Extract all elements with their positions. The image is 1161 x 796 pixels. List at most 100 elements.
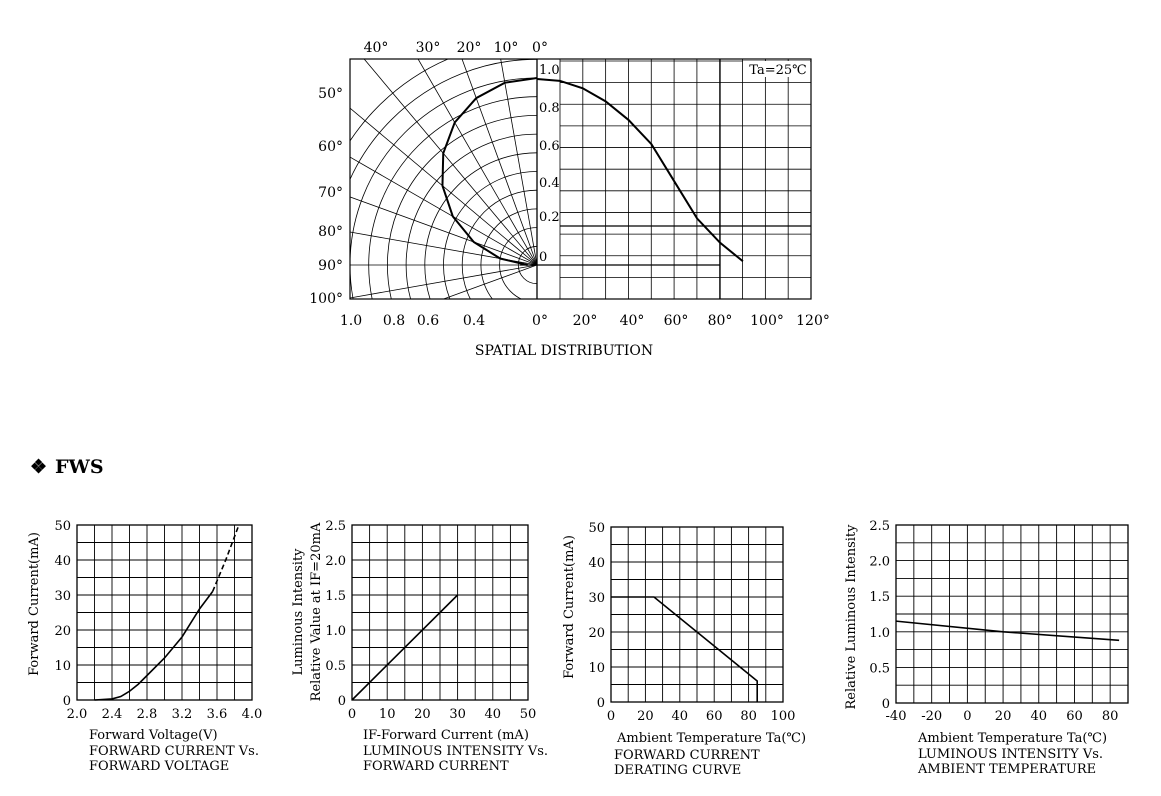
- x-tick-label: 4.0: [242, 707, 263, 722]
- relative-value-label: 0.8: [539, 101, 560, 116]
- y-tick-label: 1.0: [869, 626, 890, 641]
- y-axis-label: Relative Luminous Intensity: [844, 524, 859, 710]
- plot-frame: [895, 524, 1129, 704]
- x-tick-label: 2.4: [102, 707, 123, 722]
- bottom-radius-label: 0.6: [417, 313, 439, 329]
- bottom-angle-label: 20°: [573, 313, 598, 329]
- x-tick-label: 3.6: [207, 707, 228, 722]
- y-tick-label: 2.5: [325, 519, 346, 534]
- y-axis-label: Luminous Intensity: [291, 548, 306, 676]
- left-angle-label: 60°: [318, 139, 343, 155]
- y-tick-label: 2.0: [869, 555, 890, 570]
- temperature-annotation: Ta=25℃: [749, 63, 806, 78]
- chart2-xlabel: IF-Forward Current (mA): [363, 728, 529, 743]
- chart-2: 0 10 20 30 40 50 0 0.5 1.0 1.5 2.0 2.5 Luminous Inte…: [291, 519, 536, 722]
- cartesian-curve: [536, 78, 744, 263]
- y-tick-label: 30: [54, 589, 71, 604]
- y-tick-label: 50: [54, 519, 71, 534]
- x-tick-label: 80: [740, 709, 757, 724]
- x-tick-label: 40: [672, 709, 689, 724]
- x-tick-label: 2.8: [137, 707, 158, 722]
- left-angle-label: 100°: [309, 291, 343, 307]
- plot-frame: [351, 524, 529, 701]
- diamond-bullet-icon: ❖: [30, 456, 48, 478]
- x-tick-label: 30: [449, 707, 466, 722]
- polar-grid: [350, 59, 537, 299]
- x-tick-label: 20: [414, 707, 431, 722]
- bottom-radius-label: 1.0: [340, 313, 362, 329]
- polar-grid-spoke: [350, 107, 537, 266]
- bottom-radius-label: 0.4: [463, 313, 485, 329]
- top-angle-label: 20°: [457, 40, 482, 56]
- x-tick-label: 20: [995, 709, 1012, 724]
- y-tick-label: 10: [588, 661, 605, 676]
- y-tick-label: 10: [54, 659, 71, 674]
- polar-grid-spoke: [350, 196, 537, 266]
- y-axis-label: Forward Current(mA): [27, 532, 42, 676]
- polar-grid-spoke: [350, 264, 537, 299]
- y-axis-label: Forward Current(mA): [562, 535, 577, 679]
- top-angle-label: 40°: [364, 40, 389, 56]
- relative-value-label: 0.6: [539, 139, 560, 154]
- bottom-angle-label: 100°: [750, 313, 784, 329]
- x-tick-label: 40: [485, 707, 502, 722]
- x-tick-label: 0: [348, 707, 356, 722]
- plot-frame: [610, 526, 784, 703]
- left-angle-label: 50°: [318, 86, 343, 102]
- x-tick-label: 10: [379, 707, 396, 722]
- top-angle-label: 0°: [532, 40, 548, 56]
- chart1-xlabel: Forward Voltage(V): [89, 728, 218, 743]
- polar-grid-spoke: [363, 59, 537, 266]
- x-tick-label: 50: [520, 707, 537, 722]
- chart1-title: FORWARD CURRENT Vs. FORWARD VOLTAGE: [89, 744, 259, 774]
- top-angle-label: 30°: [416, 40, 441, 56]
- polar-grid-spoke: [350, 156, 537, 266]
- spatial-frame: [349, 58, 812, 300]
- y-tick-label: 2.0: [325, 554, 346, 569]
- y-tick-label: 0.5: [869, 661, 890, 676]
- y-tick-label: 1.5: [325, 589, 346, 604]
- chart3-title: FORWARD CURRENT DERATING CURVE: [614, 748, 760, 778]
- y-tick-label: 0: [338, 694, 346, 709]
- polar-grid-spoke: [417, 59, 537, 266]
- chart-3: 0 20 40 60 80 100 0 10 20 30 40 50 Forward Current(m…: [562, 521, 795, 724]
- annotation-bg: [743, 61, 810, 77]
- chart4-title: LUMINOUS INTENSITY Vs. AMBIENT TEMPERATU…: [918, 747, 1104, 777]
- section-title: FWS: [55, 456, 104, 478]
- x-tick-label: 0: [963, 709, 971, 724]
- y-tick-label: 50: [588, 521, 605, 536]
- series-line: [611, 596, 758, 702]
- chart-1: 2.0 2.4 2.8 3.2 3.6 4.0 0 10 20 30 40 50 Forward Cur…: [27, 519, 262, 722]
- relative-value-label: 0.4: [539, 176, 560, 191]
- series-line: [94, 591, 214, 701]
- chart3-xlabel: Ambient Temperature Ta(℃): [617, 731, 807, 746]
- bottom-angle-label: 0°: [532, 313, 548, 329]
- left-angle-label: 80°: [318, 224, 343, 240]
- x-tick-label: 80: [1102, 709, 1119, 724]
- x-tick-label: 0: [607, 709, 615, 724]
- spatial-distribution-chart: 40° 30° 20° 10° 0° 50° 60° 70° 80° 90° 100° 1.0 0.8 0…: [309, 40, 830, 359]
- y-tick-label: 0: [882, 697, 890, 712]
- y-tick-label: 20: [54, 624, 71, 639]
- x-tick-label: 3.2: [172, 707, 193, 722]
- x-tick-label: -20: [921, 709, 942, 724]
- y-tick-label: 30: [588, 591, 605, 606]
- x-tick-label: 2.0: [67, 707, 88, 722]
- relative-value-label: 0: [539, 250, 547, 265]
- y-tick-label: 0: [63, 694, 71, 709]
- plot-frame: [76, 524, 253, 701]
- bottom-radius-label: 0.8: [383, 313, 405, 329]
- chart-4: -40 -20 0 20 40 60 80 0 0.5 1.0 1.5 2.0 2.5 Relative …: [844, 519, 1129, 724]
- polar-grid-spoke: [461, 59, 537, 266]
- series-line: [351, 594, 459, 701]
- series-line: [895, 620, 1120, 642]
- polar-curve: [441, 77, 538, 266]
- y-tick-label: 20: [588, 626, 605, 641]
- y-tick-label: 2.5: [869, 519, 890, 534]
- x-tick-label: 20: [637, 709, 654, 724]
- bottom-angle-label: 80°: [708, 313, 733, 329]
- x-tick-label: 60: [1066, 709, 1083, 724]
- x-tick-label: -40: [886, 709, 907, 724]
- x-tick-label: 60: [706, 709, 723, 724]
